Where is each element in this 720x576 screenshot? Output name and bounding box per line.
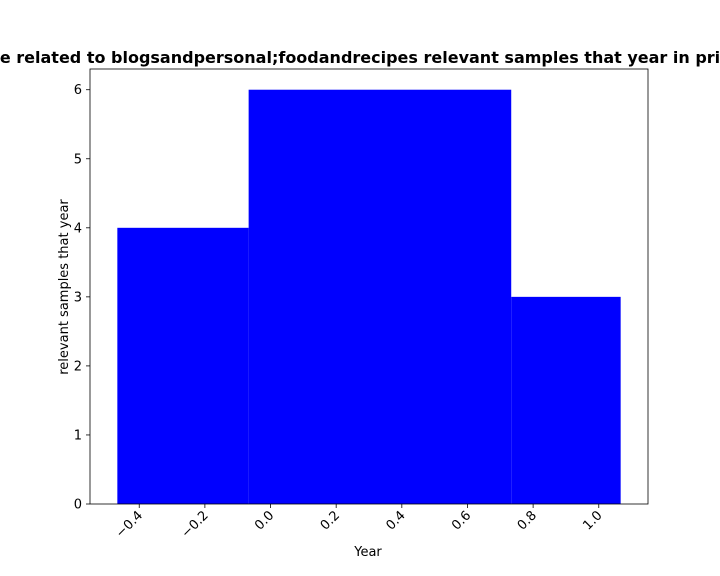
chart-title: e related to blogsandpersonal;foodandrec…	[0, 48, 720, 67]
x-axis-label: Year	[353, 545, 382, 560]
y-tick-label: 4	[74, 221, 82, 236]
x-tick-label: −0.2	[179, 508, 212, 541]
y-tick-label: 6	[74, 83, 82, 98]
x-tick-label: 1.0	[580, 508, 605, 533]
y-tick-label: 1	[74, 428, 82, 443]
x-tick-label: −0.4	[113, 508, 146, 541]
y-axis: 0 1 2 3 4 5 6	[74, 83, 90, 513]
x-tick-label: 0.6	[449, 508, 474, 533]
y-axis-label: relevant samples that year	[57, 199, 72, 375]
histogram-bar-1	[117, 227, 249, 505]
x-tick-label: 0.4	[383, 508, 408, 533]
y-tick-label: 5	[74, 152, 82, 167]
x-tick-label: 0.8	[515, 508, 540, 533]
x-tick-label: 0.0	[252, 508, 277, 533]
plot-frame	[89, 68, 649, 505]
histogram-bar-2	[248, 89, 512, 504]
x-tick-label: 0.2	[318, 508, 343, 533]
y-tick-label: 2	[74, 359, 82, 374]
bars-group	[117, 89, 621, 505]
y-tick-label: 3	[74, 290, 82, 305]
histogram-bar-3	[511, 296, 621, 504]
y-tick-label: 0	[74, 498, 82, 513]
x-axis: −0.4 −0.2 0.0 0.2 0.4 0.6 0.8 1.0	[113, 504, 606, 541]
